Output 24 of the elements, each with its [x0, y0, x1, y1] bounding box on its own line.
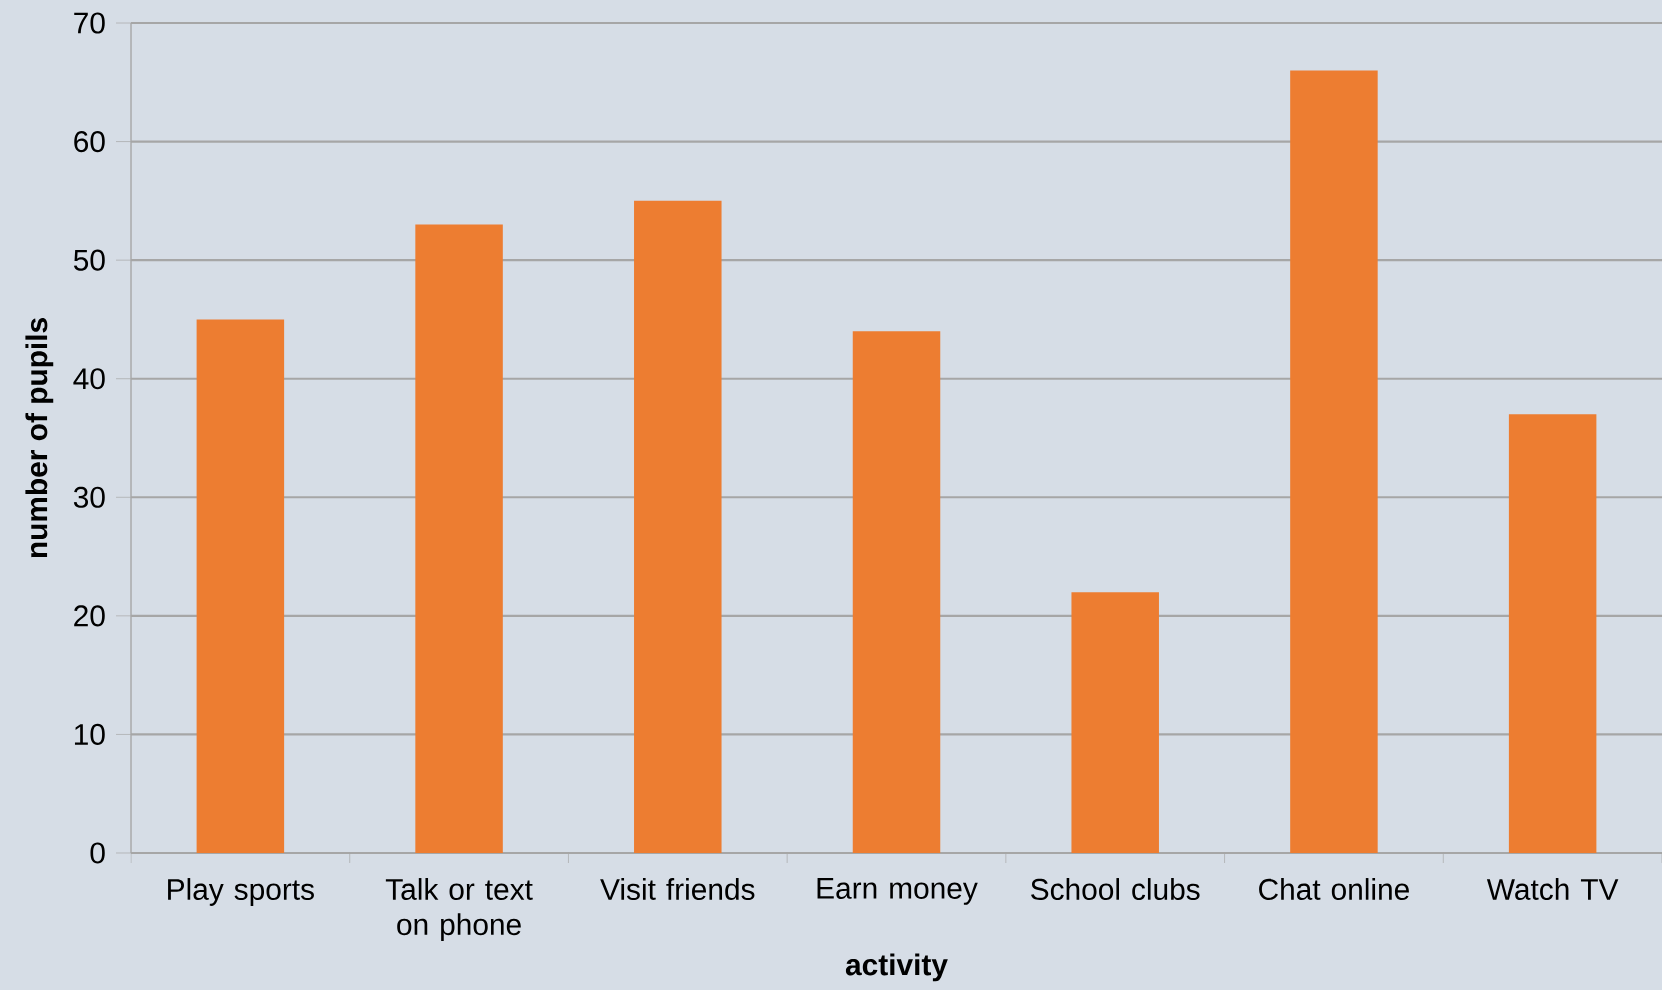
y-tick-label: 10	[74, 723, 105, 745]
x-tick-label: Play sports	[168, 878, 314, 906]
y-tick-label: 20	[74, 605, 105, 627]
bar	[634, 200, 722, 853]
bar	[1508, 414, 1597, 853]
bar	[196, 319, 285, 853]
x-tick-label: Visit friends	[600, 878, 755, 900]
y-tick-label: 30	[73, 486, 105, 508]
y-tick-label: 70	[74, 12, 105, 34]
x-tick-label: Chat online	[1259, 878, 1409, 900]
y-tick-label: 0	[90, 842, 105, 864]
bar	[852, 331, 941, 853]
bar	[1290, 70, 1378, 853]
x-tick-label: Watch TV	[1486, 878, 1619, 900]
x-tick-label: Earn money	[817, 878, 978, 905]
x-axis-title: activity	[845, 953, 948, 982]
bar	[1071, 592, 1159, 853]
y-tick-label: 60	[74, 131, 105, 153]
bar	[415, 224, 503, 853]
y-tick-label: 40	[73, 368, 105, 390]
x-tick-label: School clubs	[1031, 878, 1200, 900]
x-tick-label: Talk or text on phone	[385, 878, 533, 942]
y-axis-title: number of pupils	[25, 318, 54, 558]
y-tick-label: 50	[73, 249, 105, 271]
